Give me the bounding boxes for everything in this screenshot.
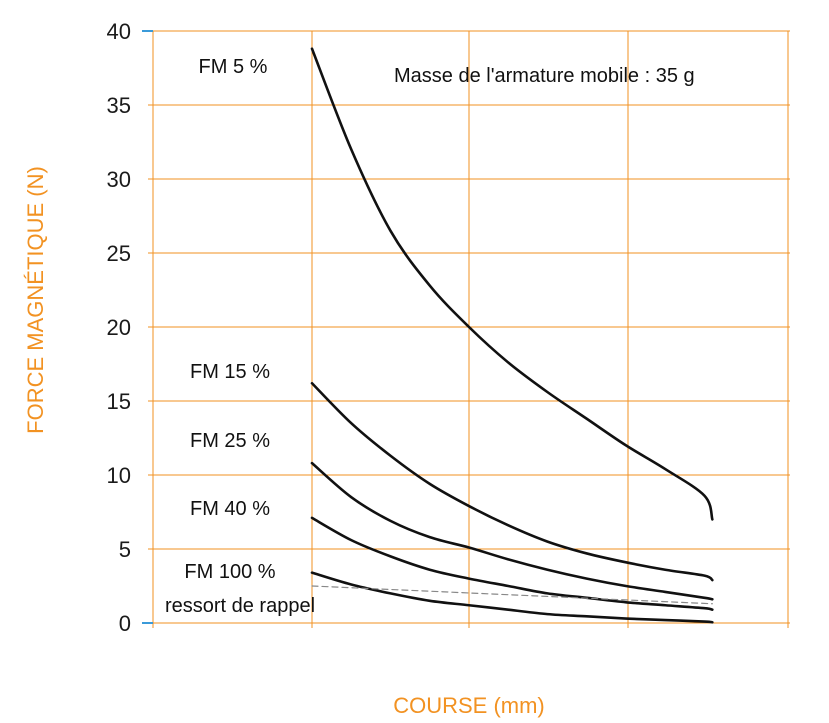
grid	[142, 30, 790, 628]
y-tick-label: 35	[107, 93, 131, 118]
y-tick-label: 15	[107, 389, 131, 414]
y-tick-label: 5	[119, 537, 131, 562]
y-tick-label: 0	[119, 611, 131, 636]
y-tick-label: 30	[107, 167, 131, 192]
y-axis-ticks: 0 5 10 15 20 25 30 35 40	[107, 19, 131, 636]
series-line	[310, 461, 714, 601]
series-label: FM 5 %	[199, 56, 268, 78]
y-tick-label: 40	[107, 19, 131, 44]
series-label: FM 15 %	[190, 361, 270, 383]
y-axis-title: FORCE MAGNÉTIQUE (N)	[23, 166, 48, 434]
series-line	[310, 516, 714, 611]
series-label: FM 40 %	[190, 498, 270, 520]
series-label: ressort de rappel	[165, 595, 315, 617]
chart-annotation: Masse de l'armature mobile : 35 g	[394, 65, 695, 87]
series-label: FM 25 %	[190, 430, 270, 452]
y-tick-label: 20	[107, 315, 131, 340]
x-axis-title: COURSE (mm)	[393, 693, 545, 718]
series-line	[310, 381, 714, 582]
curves	[310, 47, 714, 624]
series-line	[311, 585, 713, 605]
series-line	[310, 571, 714, 624]
y-tick-label: 10	[107, 463, 131, 488]
series-line	[310, 47, 714, 521]
curve-labels: FM 5 % FM 15 % FM 25 % FM 40 % FM 100 % resso…	[165, 56, 315, 617]
y-tick-label: 25	[107, 241, 131, 266]
series-label: FM 100 %	[184, 561, 275, 583]
